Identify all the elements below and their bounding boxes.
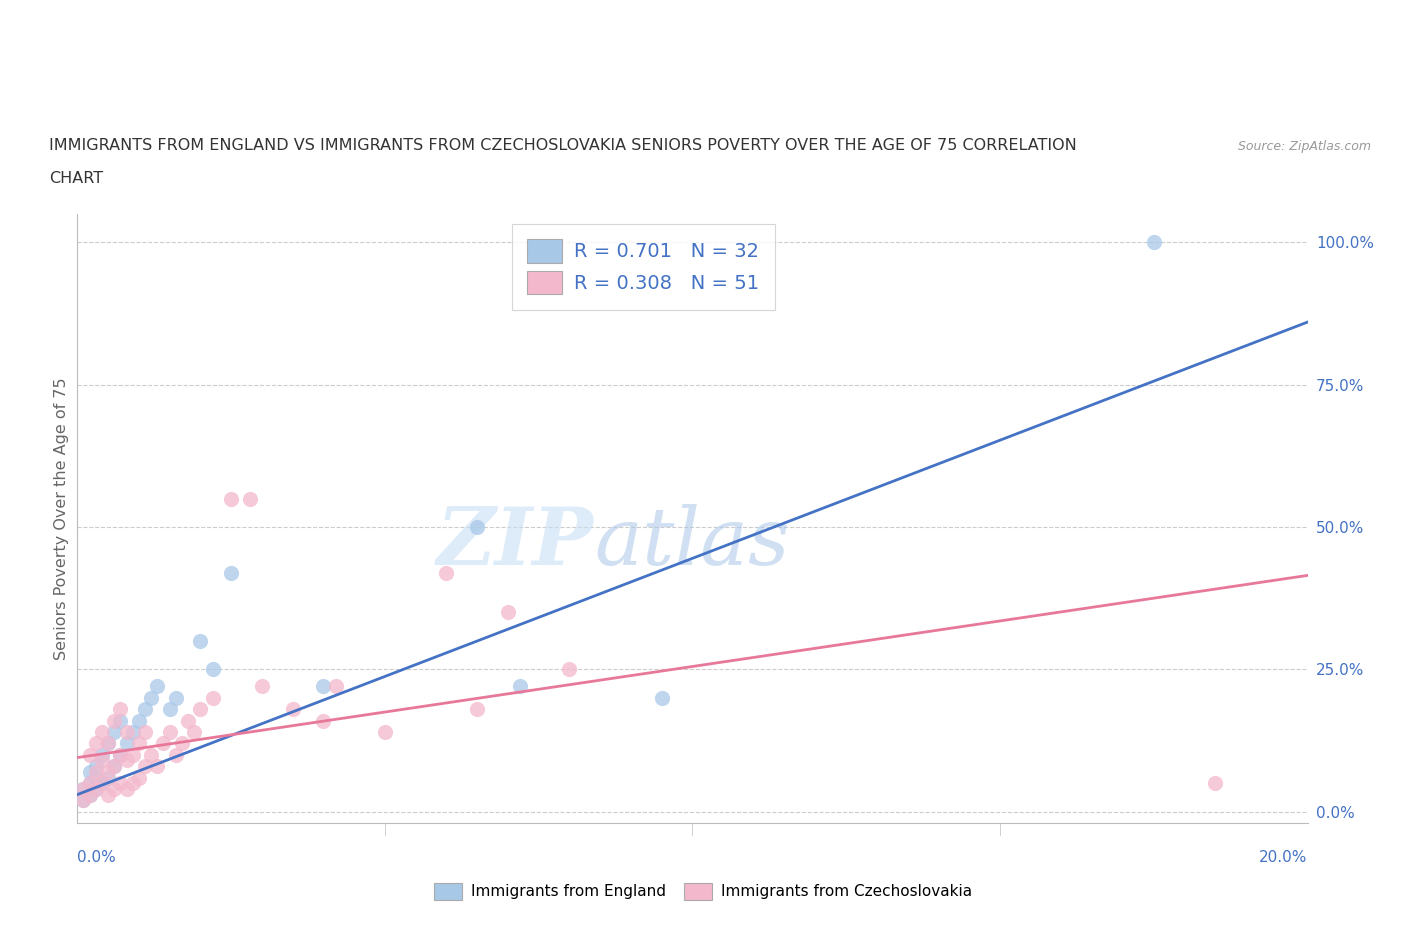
Point [115, 724, 138, 739]
Point [90, 724, 114, 739]
Point [72, 781, 94, 796]
Point [312, 679, 335, 694]
Text: atlas: atlas [595, 504, 789, 581]
Point [146, 679, 169, 694]
Point [1204, 776, 1226, 790]
Point [103, 781, 125, 796]
Point [103, 713, 125, 728]
Point [134, 702, 156, 717]
Point [141, 748, 163, 763]
Point [97, 787, 120, 802]
Point [465, 702, 488, 717]
Point [146, 759, 169, 774]
Point [110, 776, 132, 790]
Point [79, 787, 101, 802]
Text: Source: ZipAtlas.com: Source: ZipAtlas.com [1237, 140, 1371, 153]
Point [465, 520, 488, 535]
Point [79, 764, 101, 779]
Point [97, 764, 120, 779]
Text: 20.0%: 20.0% [1260, 850, 1308, 865]
Point [651, 690, 673, 705]
Point [219, 491, 242, 506]
Point [188, 633, 212, 648]
Point [165, 690, 187, 705]
Point [90, 748, 114, 763]
Y-axis label: Seniors Poverty Over the Age of 75: Seniors Poverty Over the Age of 75 [53, 378, 69, 659]
Point [84, 759, 107, 774]
Point [79, 776, 101, 790]
Point [115, 736, 138, 751]
Point [79, 776, 101, 790]
Text: IMMIGRANTS FROM ENGLAND VS IMMIGRANTS FROM CZECHOSLOVAKIA SENIORS POVERTY OVER T: IMMIGRANTS FROM ENGLAND VS IMMIGRANTS FR… [49, 139, 1077, 153]
Point [159, 724, 181, 739]
Point [188, 702, 212, 717]
Point [72, 793, 94, 808]
Point [1143, 235, 1166, 250]
Point [84, 770, 107, 785]
Point [312, 713, 335, 728]
Point [128, 713, 150, 728]
Point [121, 724, 143, 739]
Point [97, 736, 120, 751]
Point [110, 713, 132, 728]
Point [141, 690, 163, 705]
Point [134, 759, 156, 774]
Point [72, 793, 94, 808]
Point [152, 736, 174, 751]
Point [509, 679, 531, 694]
Point [281, 702, 304, 717]
Point [201, 690, 224, 705]
Point [159, 702, 181, 717]
Point [103, 759, 125, 774]
Point [97, 770, 120, 785]
Point [374, 724, 396, 739]
Point [110, 748, 132, 763]
Point [134, 724, 156, 739]
Point [90, 776, 114, 790]
Text: CHART: CHART [49, 171, 103, 186]
Point [103, 759, 125, 774]
Point [103, 724, 125, 739]
Point [558, 662, 581, 677]
Point [84, 764, 107, 779]
Point [177, 713, 200, 728]
Point [110, 748, 132, 763]
Point [165, 748, 187, 763]
Point [90, 753, 114, 768]
Text: ZIP: ZIP [437, 504, 595, 581]
Point [128, 736, 150, 751]
Text: 0.0%: 0.0% [77, 850, 117, 865]
Point [115, 781, 138, 796]
Point [325, 679, 347, 694]
Point [97, 736, 120, 751]
Point [183, 724, 205, 739]
Point [84, 736, 107, 751]
Point [79, 787, 101, 802]
Point [436, 565, 458, 580]
Point [170, 736, 193, 751]
Legend: Immigrants from England, Immigrants from Czechoslovakia: Immigrants from England, Immigrants from… [427, 877, 979, 906]
Point [239, 491, 262, 506]
Point [219, 565, 242, 580]
Point [250, 679, 273, 694]
Point [115, 753, 138, 768]
Point [79, 748, 101, 763]
Point [90, 776, 114, 790]
Point [121, 748, 143, 763]
Point [84, 781, 107, 796]
Point [201, 662, 224, 677]
Point [72, 781, 94, 796]
Point [496, 605, 519, 620]
Point [121, 776, 143, 790]
Point [84, 781, 107, 796]
Point [128, 770, 150, 785]
Point [110, 702, 132, 717]
Legend: R = 0.701   N = 32, R = 0.308   N = 51: R = 0.701 N = 32, R = 0.308 N = 51 [512, 223, 775, 310]
